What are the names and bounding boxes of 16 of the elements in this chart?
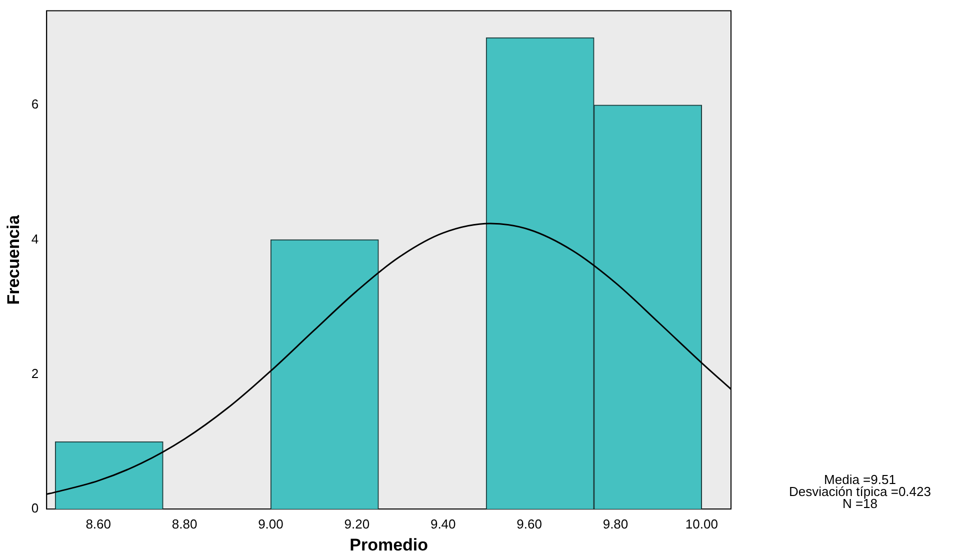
y-tick-label: 4 <box>31 231 39 246</box>
y-tick-label: 0 <box>31 500 39 516</box>
x-tick-label: 9.40 <box>430 516 456 532</box>
x-tick-label: 9.80 <box>602 516 628 532</box>
y-axis-title: Frecuencia <box>4 214 23 305</box>
x-tick-label: 9.00 <box>258 516 284 532</box>
x-tick-label: 8.60 <box>86 516 111 532</box>
x-axis-title: Promedio <box>350 535 428 554</box>
x-tick-label: 9.60 <box>516 516 542 532</box>
text: Desviación típica =0.423 <box>788 484 932 499</box>
x-tick-label: 10.00 <box>685 516 718 532</box>
text: Media =9.51 <box>824 472 896 487</box>
y-tick-label: 2 <box>31 366 39 381</box>
x-tick-label: 9.20 <box>344 516 370 532</box>
x-tick-label: 8.80 <box>172 516 198 532</box>
y-tick-label: 6 <box>31 96 39 112</box>
